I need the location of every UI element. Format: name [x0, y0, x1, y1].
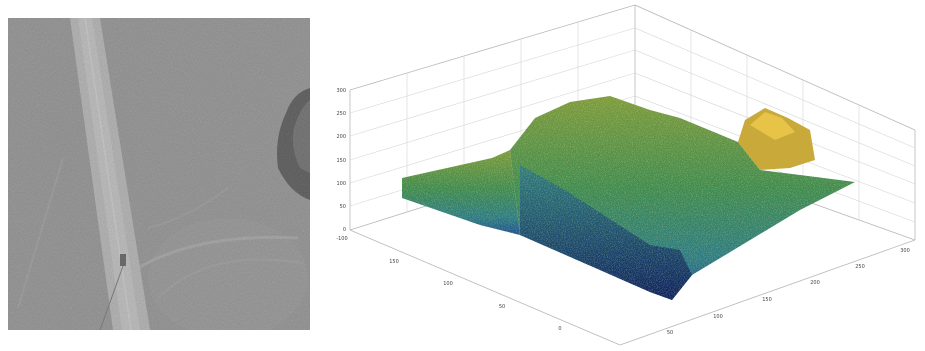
- left-axis-ticks: -100 150 100 50 0: [336, 236, 561, 332]
- surface-mesh: [402, 96, 855, 300]
- aerial-photo: [8, 18, 310, 330]
- grid-lines: [349, 22, 916, 223]
- left-axis-tick: -100: [336, 236, 347, 242]
- z-tick: 150: [336, 158, 346, 164]
- right-axis-tick: 200: [810, 280, 820, 286]
- left-axis-tick: 0: [558, 326, 561, 332]
- z-axis-ticks: 300 250 200 150 100 50 0: [336, 88, 346, 233]
- right-axis-tick: 250: [855, 264, 865, 270]
- right-axis-tick: 100: [713, 314, 723, 320]
- z-tick: 250: [336, 111, 346, 117]
- right-axis-ticks: 300 250 200 150 100 50: [667, 248, 910, 336]
- right-axis-tick: 300: [900, 248, 910, 254]
- left-axis-tick: 50: [499, 304, 505, 310]
- right-axis-tick: 50: [667, 330, 673, 336]
- z-tick: 50: [340, 204, 346, 210]
- surface-plot: 300 250 200 150 100 50 0 -100 150 100 50…: [336, 4, 916, 346]
- z-tick: 200: [336, 134, 346, 140]
- z-tick: 100: [336, 181, 346, 187]
- right-axis-tick: 150: [762, 297, 772, 303]
- z-tick: 0: [343, 227, 346, 233]
- left-axis-tick: 100: [443, 281, 453, 287]
- z-tick: 300: [336, 88, 346, 94]
- left-axis-tick: 150: [389, 259, 399, 265]
